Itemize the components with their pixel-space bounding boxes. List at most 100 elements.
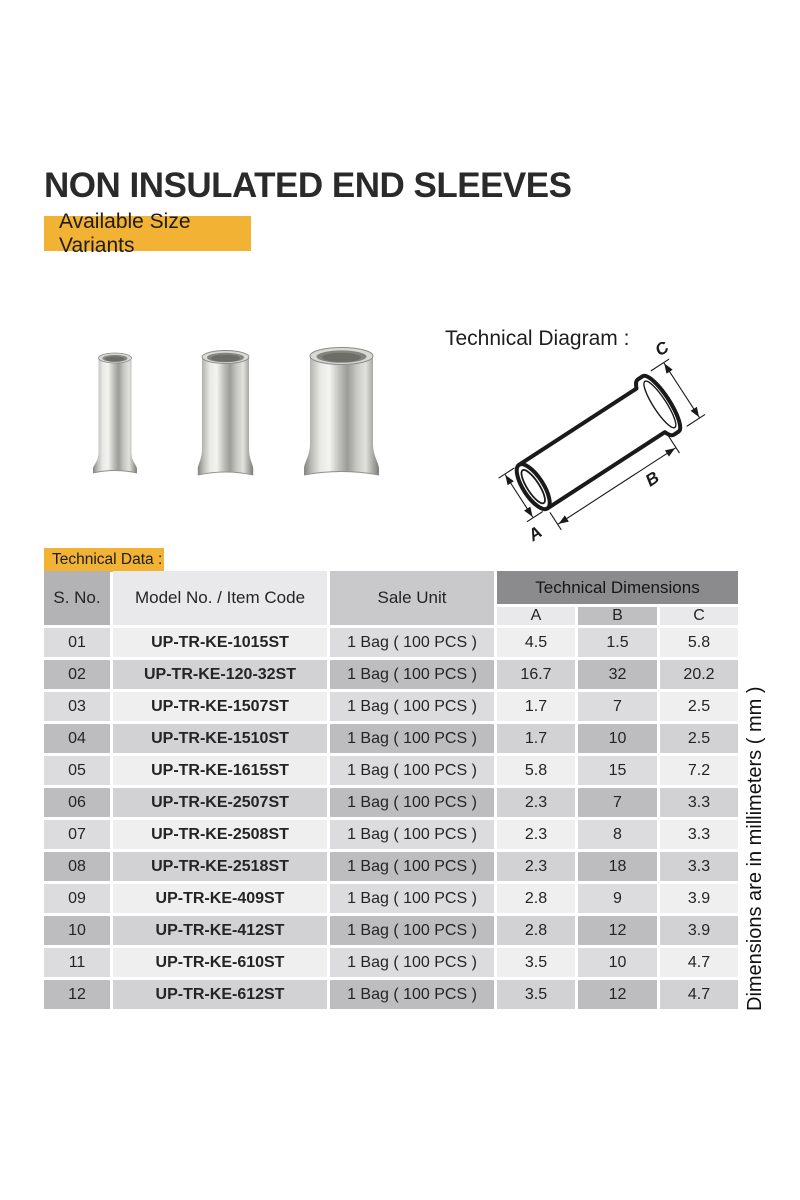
cell-model: UP-TR-KE-1015ST: [113, 628, 327, 657]
cell-s_no: 09: [44, 884, 110, 913]
cell-s_no: 08: [44, 852, 110, 881]
table-row: 11 UP-TR-KE-610ST 1 Bag ( 100 PCS ) 3.5 10 4.…: [44, 948, 738, 977]
dimensions-note: Dimensions are in millimeters ( mm ): [744, 686, 766, 1012]
cell-model: UP-TR-KE-2507ST: [113, 788, 327, 817]
cell-a: 5.8: [497, 756, 575, 785]
cell-sale_unit: 1 Bag ( 100 PCS ): [330, 692, 494, 721]
sleeve-image-medium: [197, 350, 254, 476]
cell-b: 12: [578, 916, 657, 945]
cell-a: 1.7: [497, 692, 575, 721]
cell-s_no: 11: [44, 948, 110, 977]
cell-c: 5.8: [660, 628, 738, 657]
cell-sale_unit: 1 Bag ( 100 PCS ): [330, 948, 494, 977]
table-row: 10 UP-TR-KE-412ST 1 Bag ( 100 PCS ) 2.8 12 3.…: [44, 916, 738, 945]
header-dim-b: B: [578, 607, 657, 625]
dim-label-b: B: [642, 468, 663, 491]
cell-sale_unit: 1 Bag ( 100 PCS ): [330, 852, 494, 881]
cell-model: UP-TR-KE-1510ST: [113, 724, 327, 753]
cell-a: 2.8: [497, 884, 575, 913]
cell-model: UP-TR-KE-412ST: [113, 916, 327, 945]
cell-model: UP-TR-KE-2508ST: [113, 820, 327, 849]
cell-c: 3.9: [660, 884, 738, 913]
cell-c: 4.7: [660, 980, 738, 1009]
cell-model: UP-TR-KE-1615ST: [113, 756, 327, 785]
technical-data-badge: Technical Data :: [44, 548, 164, 572]
cell-c: 2.5: [660, 724, 738, 753]
cell-sale_unit: 1 Bag ( 100 PCS ): [330, 820, 494, 849]
cell-sale_unit: 1 Bag ( 100 PCS ): [330, 884, 494, 913]
cell-c: 7.2: [660, 756, 738, 785]
cell-s_no: 07: [44, 820, 110, 849]
cell-a: 3.5: [497, 948, 575, 977]
cell-b: 9: [578, 884, 657, 913]
header-sale-unit: Sale Unit: [330, 571, 494, 625]
cell-sale_unit: 1 Bag ( 100 PCS ): [330, 724, 494, 753]
size-variants-badge: Available Size Variants: [44, 210, 251, 257]
table-row: 09 UP-TR-KE-409ST 1 Bag ( 100 PCS ) 2.8 9 3.9: [44, 884, 738, 913]
cell-b: 7: [578, 692, 657, 721]
cell-s_no: 04: [44, 724, 110, 753]
cell-s_no: 01: [44, 628, 110, 657]
cell-b: 32: [578, 660, 657, 689]
cell-s_no: 02: [44, 660, 110, 689]
cell-sale_unit: 1 Bag ( 100 PCS ): [330, 628, 494, 657]
cell-model: UP-TR-KE-409ST: [113, 884, 327, 913]
cell-s_no: 10: [44, 916, 110, 945]
cell-c: 3.9: [660, 916, 738, 945]
cell-model: UP-TR-KE-1507ST: [113, 692, 327, 721]
cell-c: 3.3: [660, 820, 738, 849]
cell-c: 3.3: [660, 788, 738, 817]
cell-b: 8: [578, 820, 657, 849]
page-title: NON INSULATED END SLEEVES: [44, 166, 572, 205]
cell-s_no: 12: [44, 980, 110, 1009]
header-dim-c: C: [660, 607, 738, 625]
cell-s_no: 03: [44, 692, 110, 721]
table-body: 01 UP-TR-KE-1015ST 1 Bag ( 100 PCS ) 4.5 1.5…: [44, 628, 738, 1009]
cell-c: 4.7: [660, 948, 738, 977]
technical-diagram: A B C: [498, 342, 706, 542]
cell-b: 18: [578, 852, 657, 881]
cell-model: UP-TR-KE-610ST: [113, 948, 327, 977]
cell-s_no: 05: [44, 756, 110, 785]
cell-b: 1.5: [578, 628, 657, 657]
cell-a: 16.7: [497, 660, 575, 689]
table-row: 08 UP-TR-KE-2518ST 1 Bag ( 100 PCS ) 2.3 18 3…: [44, 852, 738, 881]
dim-label-c: C: [652, 342, 673, 360]
cell-b: 7: [578, 788, 657, 817]
table-row: 12 UP-TR-KE-612ST 1 Bag ( 100 PCS ) 3.5 12 4.…: [44, 980, 738, 1009]
table-row: 06 UP-TR-KE-2507ST 1 Bag ( 100 PCS ) 2.3 7 3.…: [44, 788, 738, 817]
cell-a: 2.3: [497, 788, 575, 817]
cell-b: 10: [578, 724, 657, 753]
cell-a: 1.7: [497, 724, 575, 753]
cell-model: UP-TR-KE-2518ST: [113, 852, 327, 881]
cell-sale_unit: 1 Bag ( 100 PCS ): [330, 756, 494, 785]
table-header: S. No. Model No. / Item Code Sale Unit T…: [44, 571, 738, 625]
cell-s_no: 06: [44, 788, 110, 817]
cell-a: 3.5: [497, 980, 575, 1009]
table-row: 04 UP-TR-KE-1510ST 1 Bag ( 100 PCS ) 1.7 10 2…: [44, 724, 738, 753]
cell-b: 10: [578, 948, 657, 977]
cell-c: 20.2: [660, 660, 738, 689]
cell-b: 15: [578, 756, 657, 785]
cell-b: 12: [578, 980, 657, 1009]
header-model: Model No. / Item Code: [113, 571, 327, 625]
cell-c: 2.5: [660, 692, 738, 721]
cell-a: 2.8: [497, 916, 575, 945]
cell-model: UP-TR-KE-120-32ST: [113, 660, 327, 689]
cell-c: 3.3: [660, 852, 738, 881]
cell-a: 4.5: [497, 628, 575, 657]
technical-data-table: S. No. Model No. / Item Code Sale Unit T…: [44, 571, 738, 1012]
table-row: 02 UP-TR-KE-120-32ST 1 Bag ( 100 PCS ) 16.7…: [44, 660, 738, 689]
header-tech-dimensions: Technical Dimensions: [497, 571, 738, 604]
cell-sale_unit: 1 Bag ( 100 PCS ): [330, 660, 494, 689]
cell-sale_unit: 1 Bag ( 100 PCS ): [330, 916, 494, 945]
cell-a: 2.3: [497, 852, 575, 881]
table-row: 03 UP-TR-KE-1507ST 1 Bag ( 100 PCS ) 1.7 7 2.…: [44, 692, 738, 721]
cell-sale_unit: 1 Bag ( 100 PCS ): [330, 788, 494, 817]
sleeve-image-large: [303, 347, 380, 476]
header-dim-a: A: [497, 607, 575, 625]
table-row: 01 UP-TR-KE-1015ST 1 Bag ( 100 PCS ) 4.5 1.5…: [44, 628, 738, 657]
dim-label-a: A: [524, 522, 545, 542]
table-row: 07 UP-TR-KE-2508ST 1 Bag ( 100 PCS ) 2.3 8 3.…: [44, 820, 738, 849]
